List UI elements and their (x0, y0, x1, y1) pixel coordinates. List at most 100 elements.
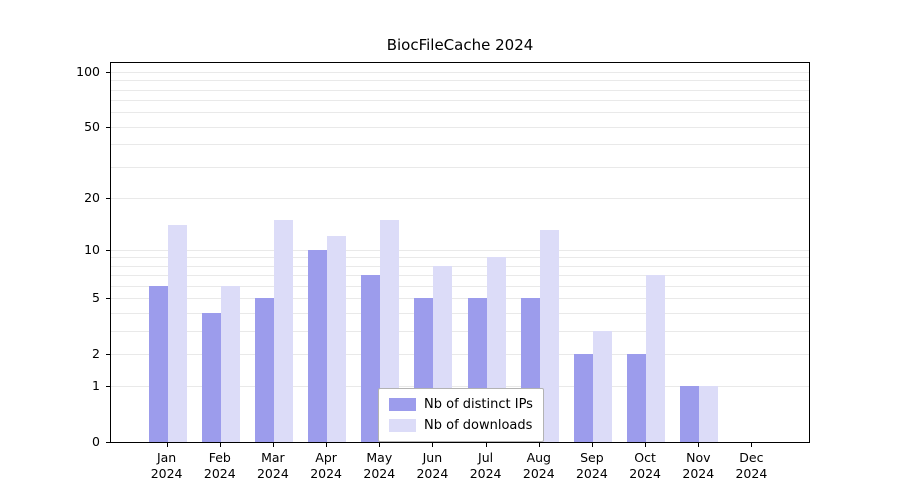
y-tick-mark (106, 72, 110, 73)
x-tick-month: Sep (580, 450, 604, 465)
x-tick-label: Feb 2024 (185, 450, 255, 482)
gridline (111, 298, 809, 300)
bar-downloads-nov (699, 386, 719, 442)
gridline (111, 166, 809, 168)
bar-distinct-ips-oct (627, 353, 647, 442)
gridline (111, 275, 809, 277)
x-tick-month: Apr (315, 450, 337, 465)
gridline (111, 89, 809, 91)
y-tick-mark (106, 298, 110, 300)
gridline (111, 144, 809, 146)
y-tick-mark (106, 126, 110, 128)
bar-downloads-feb (220, 286, 240, 442)
y-tick-mark (106, 197, 110, 199)
y-tick-label: 1 (92, 378, 100, 394)
gridline (111, 286, 809, 287)
bar-downloads-oct (646, 275, 666, 442)
x-tick-label: Jun 2024 (397, 450, 467, 482)
x-tick-label: Mar 2024 (238, 450, 308, 482)
plot-area (110, 62, 810, 443)
x-tick-year: 2024 (575, 466, 608, 481)
bar-distinct-ips-nov (680, 386, 700, 442)
x-tick-label: Sep 2024 (557, 450, 627, 482)
x-tick-label: May 2024 (344, 450, 414, 482)
gridline (111, 249, 809, 251)
x-tick-month: Jan (156, 450, 177, 465)
x-tick-year: 2024 (735, 466, 768, 481)
x-tick-label: Jul 2024 (451, 450, 521, 482)
bar-downloads-may (380, 219, 400, 442)
x-tick-mark (591, 443, 593, 447)
gridline (111, 330, 809, 332)
x-tick-year: 2024 (416, 466, 449, 481)
x-tick-month: Aug (526, 450, 551, 465)
y-tick-label: 50 (84, 118, 100, 134)
y-tick-label: 2 (92, 345, 100, 361)
legend-swatch-downloads (389, 419, 416, 432)
legend-label-downloads: Nb of downloads (424, 418, 533, 433)
bar-distinct-ips-mar (254, 298, 274, 442)
x-tick-mark (751, 443, 753, 447)
x-tick-label: Jan 2024 (132, 450, 202, 482)
gridline (111, 386, 809, 388)
x-tick-mark (379, 443, 381, 447)
x-tick-month: Oct (634, 450, 656, 465)
bar-distinct-ips-sep (573, 353, 593, 442)
x-tick-year: 2024 (150, 466, 183, 481)
x-tick-year: 2024 (629, 466, 661, 481)
legend-label-distinct-ips: Nb of distinct IPs (424, 397, 533, 412)
x-tick-year: 2024 (682, 466, 715, 481)
x-tick-mark (698, 443, 700, 447)
y-tick-label: 10 (84, 241, 100, 257)
x-tick-month: Jun (422, 450, 443, 465)
x-tick-mark (219, 443, 221, 447)
y-tick-mark (106, 353, 110, 355)
gridline (111, 80, 809, 82)
gridline (111, 100, 809, 102)
x-tick-month: Jul (478, 450, 494, 465)
x-tick-mark (645, 443, 647, 447)
x-tick-label: Aug 2024 (504, 450, 574, 482)
y-tick-label: 20 (84, 189, 100, 205)
x-tick-mark (485, 443, 487, 447)
x-tick-month: Feb (208, 450, 231, 465)
bar-distinct-ips-may (361, 275, 381, 442)
x-tick-mark (432, 443, 434, 447)
bar-downloads-apr (327, 236, 347, 442)
y-tick-label: 100 (76, 64, 100, 79)
gridline (111, 112, 809, 114)
gridline (111, 72, 809, 73)
x-tick-month: May (366, 450, 393, 465)
x-tick-label: Nov 2024 (663, 450, 733, 482)
bar-downloads-aug (539, 230, 559, 442)
y-tick-mark (106, 249, 110, 251)
x-tick-year: 2024 (469, 466, 502, 481)
y-tick-label: 0 (92, 434, 100, 449)
x-tick-year: 2024 (522, 466, 555, 481)
gridline (111, 313, 809, 314)
x-tick-month: Dec (739, 450, 764, 465)
chart-title: BiocFileCache 2024 (386, 36, 534, 54)
gridline (111, 353, 809, 355)
x-tick-mark (272, 443, 274, 447)
bar-distinct-ips-feb (201, 313, 221, 442)
x-tick-year: 2024 (203, 466, 236, 481)
bar-downloads-sep (592, 330, 612, 442)
gridline (111, 265, 809, 267)
legend-item-distinct-ips: Nb of distinct IPs (389, 394, 533, 415)
x-tick-year: 2024 (310, 466, 342, 481)
bar-distinct-ips-apr (308, 249, 328, 442)
x-tick-month: Nov (686, 450, 711, 465)
legend: Nb of distinct IPs Nb of downloads (378, 388, 544, 442)
gridline (111, 126, 809, 128)
x-tick-mark (166, 443, 168, 447)
bar-downloads-jan (167, 224, 187, 442)
legend-swatch-distinct-ips (389, 398, 416, 411)
gridline (111, 257, 809, 259)
x-tick-label: Dec 2024 (716, 450, 786, 482)
x-tick-label: Oct 2024 (610, 450, 680, 482)
x-tick-mark (538, 443, 540, 447)
y-tick-mark (106, 442, 110, 443)
y-tick-label: 5 (92, 290, 100, 306)
